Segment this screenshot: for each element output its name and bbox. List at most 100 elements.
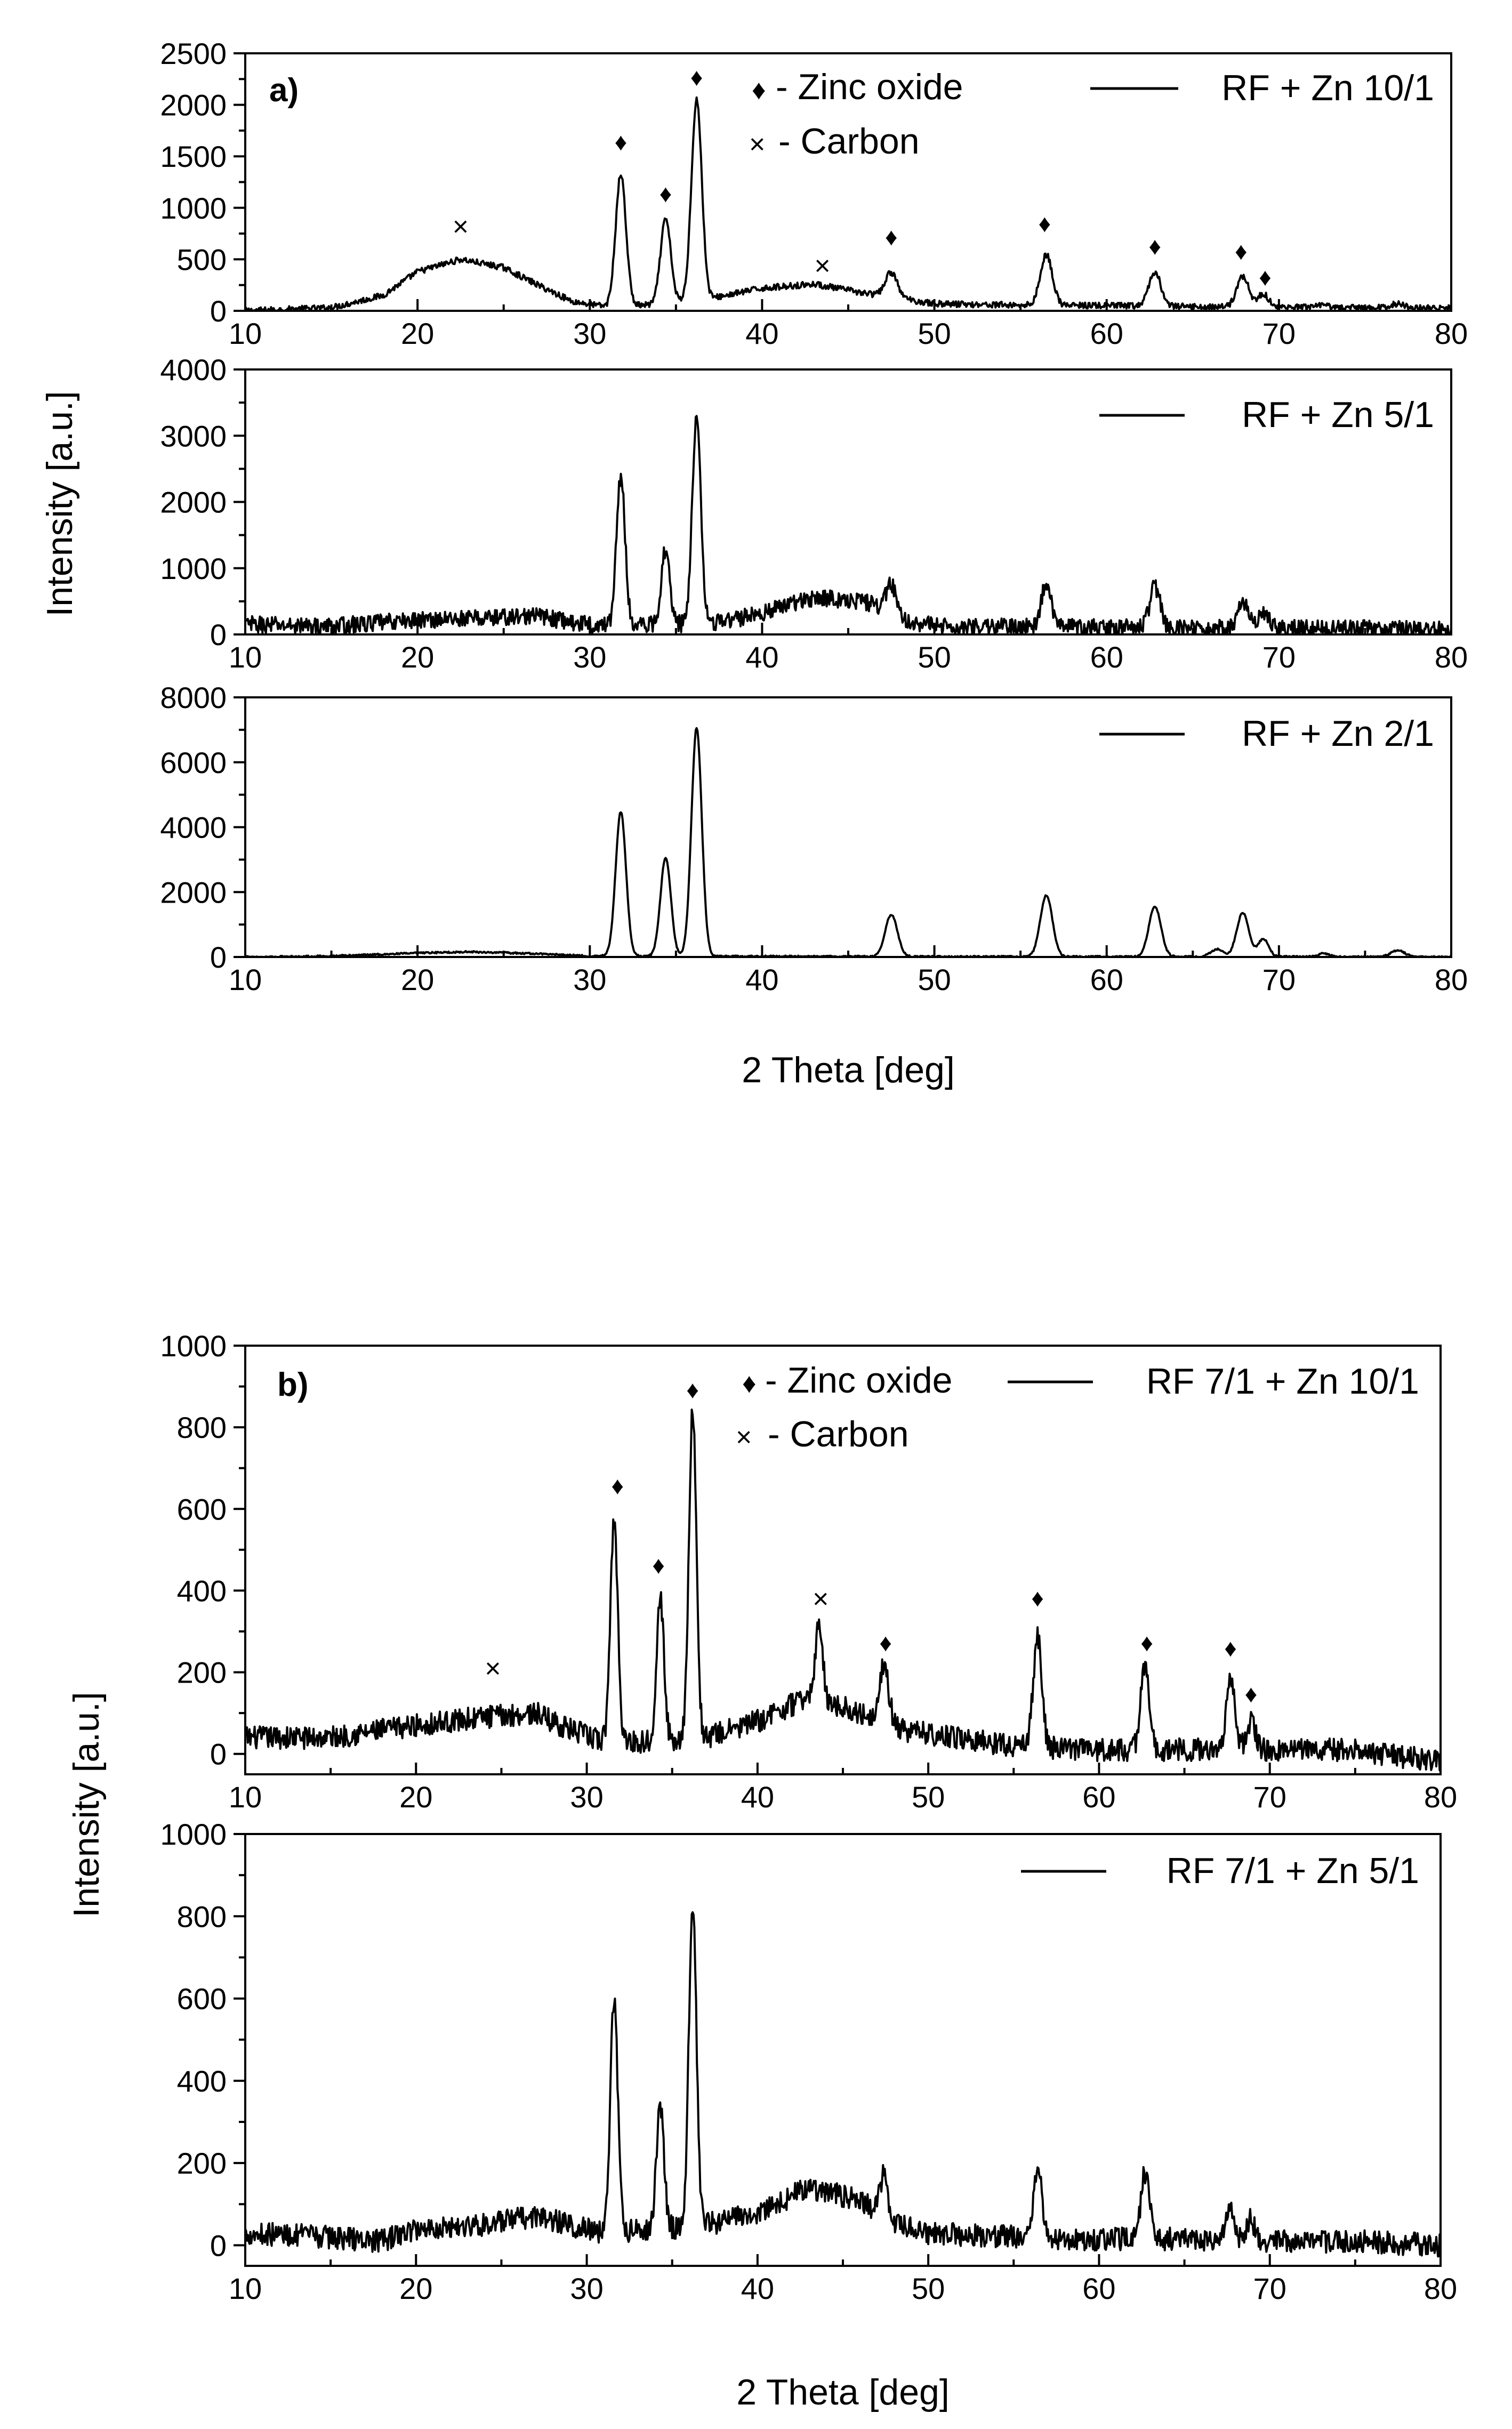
y-tick-label: 0 (210, 294, 227, 328)
x-tick-label: 20 (401, 640, 434, 674)
legend-zinc-oxide-symbol: ♦ (752, 75, 766, 106)
x-tick-label: 10 (229, 963, 262, 996)
x-tick-label: 50 (918, 963, 951, 996)
y-tick-label: 4000 (160, 811, 227, 844)
series-line (244, 415, 1452, 636)
x-tick-label: 80 (1435, 317, 1468, 350)
y-tick-label: 200 (177, 2146, 227, 2180)
y-tick-label: 600 (177, 1982, 227, 2016)
y-tick-label: 2000 (160, 875, 227, 909)
legend-zinc-oxide-text: - Zinc oxide (765, 1360, 952, 1401)
zinc-oxide-marker: ♦ (660, 180, 672, 207)
zinc-oxide-marker: ♦ (615, 128, 627, 156)
x-tick-label: 10 (229, 2272, 262, 2305)
zinc-oxide-marker: ♦ (652, 1551, 664, 1579)
y-tick-label: 600 (177, 1492, 227, 1526)
x-tick-label: 80 (1435, 963, 1468, 996)
figure-b: b) ♦ - Zinc oxide × - Carbon RF 7/1 + Zn… (66, 1329, 1457, 2412)
x-tick-label: 30 (573, 317, 606, 350)
y-tick-label: 4000 (160, 353, 227, 387)
x-tick-label: 20 (401, 963, 434, 996)
legend-series-label: RF + Zn 10/1 (1221, 68, 1434, 108)
y-axis-label-b: Intensity [a.u.] (66, 1692, 107, 1917)
y-axis-label-a: Intensity [a.u.] (39, 391, 80, 616)
zinc-oxide-marker: ♦ (1148, 232, 1161, 260)
carbon-marker: × (453, 212, 469, 243)
plot-frame (244, 1833, 1442, 2267)
x-tick-label: 20 (399, 2272, 432, 2305)
x-tick-label: 30 (573, 640, 606, 674)
x-axis-label-b: 2 Theta [deg] (736, 2372, 950, 2412)
legend-carbon-text: - Carbon (768, 1414, 909, 1454)
x-tick-label: 60 (1082, 2272, 1115, 2305)
x-tick-label: 50 (918, 317, 951, 350)
y-tick-label: 1000 (160, 1817, 227, 1851)
legend-series-label: RF 7/1 + Zn 5/1 (1167, 1851, 1419, 1891)
series-line (244, 1911, 1442, 2258)
x-axis-label-a: 2 Theta [deg] (742, 1050, 955, 1090)
x-tick-label: 60 (1090, 640, 1123, 674)
x-tick-label: 40 (741, 2272, 774, 2305)
y-tick-label: 400 (177, 1574, 227, 1607)
x-tick-label: 80 (1424, 1780, 1457, 1814)
y-tick-label: 1000 (160, 1329, 227, 1363)
legend-series-label: RF + Zn 5/1 (1242, 395, 1434, 435)
panel-label-b: b) (277, 1366, 309, 1403)
y-tick-label: 800 (177, 1411, 227, 1444)
panel-label-a: a) (269, 72, 299, 109)
y-tick-label: 1000 (160, 191, 227, 225)
y-tick-label: 500 (177, 243, 227, 276)
x-tick-label: 40 (745, 963, 778, 996)
y-tick-label: 0 (210, 2229, 227, 2262)
series-line (245, 727, 1452, 958)
zinc-oxide-marker: ♦ (686, 1376, 698, 1403)
zinc-oxide-marker: ♦ (1235, 237, 1247, 265)
legend-zinc-oxide-symbol: ♦ (742, 1368, 757, 1399)
y-tick-label: 6000 (160, 746, 227, 779)
y-tick-label: 200 (177, 1656, 227, 1690)
x-tick-label: 20 (399, 1780, 432, 1814)
legend-carbon-symbol: × (749, 129, 765, 160)
carbon-marker: × (485, 1653, 501, 1684)
x-tick-label: 40 (745, 640, 778, 674)
subplot-rf-7-1-zn-5-1: RF 7/1 + Zn 5/1 10 20 30 40 50 60 70 8002004006… (160, 1817, 1457, 2305)
subplot-rf-zn-5-1: RF + Zn 5/1 10 20 30 40 50 60 70 80 0 1000 2000 300… (160, 353, 1468, 674)
y-tick-label: 1500 (160, 140, 227, 173)
y-tick-label: 8000 (160, 681, 227, 714)
figure-a: a) ♦ - Zinc oxide × - Carbon RF + Zn 10/… (39, 37, 1468, 1090)
x-tick-label: 10 (229, 640, 262, 674)
zinc-oxide-marker: ♦ (690, 63, 703, 91)
legend-zinc-oxide-text: - Zinc oxide (776, 67, 963, 107)
zinc-oxide-marker: ♦ (1224, 1634, 1236, 1662)
x-tick-label: 10 (229, 1780, 262, 1814)
x-tick-label: 50 (912, 1780, 945, 1814)
x-tick-label: 60 (1082, 1780, 1115, 1814)
zinc-oxide-marker: ♦ (885, 223, 897, 251)
subplot-rf-zn-2-1: RF + Zn 2/1 10 20 30 40 50 60 70 80 0 2000 4000 600… (160, 681, 1468, 996)
x-tick-label: 70 (1262, 317, 1296, 350)
carbon-marker: × (813, 1584, 829, 1615)
x-tick-label: 20 (401, 317, 434, 350)
y-tick-label: 3000 (160, 419, 227, 453)
subplot-rf-7-1-zn-10-1: b) ♦ - Zinc oxide × - Carbon RF 7/1 + Zn… (160, 1329, 1457, 1814)
x-tick-label: 40 (745, 317, 778, 350)
x-tick-label: 80 (1424, 2272, 1457, 2305)
legend-carbon-text: - Carbon (778, 121, 920, 162)
subplot-rf-zn-10-1: a) ♦ - Zinc oxide × - Carbon RF + Zn 10/… (160, 37, 1468, 350)
y-tick-label: 1000 (160, 552, 227, 585)
x-tick-label: 60 (1090, 963, 1123, 996)
x-tick-label: 70 (1262, 963, 1296, 996)
zinc-oxide-marker: ♦ (1259, 263, 1271, 291)
x-tick-label: 10 (229, 317, 262, 350)
zinc-oxide-marker: ♦ (1140, 1629, 1153, 1656)
y-tick-label: 2500 (160, 37, 227, 70)
x-tick-label: 70 (1253, 2272, 1286, 2305)
x-tick-label: 30 (570, 2272, 603, 2305)
x-tick-label: 60 (1090, 317, 1123, 350)
y-tick-label: 800 (177, 1900, 227, 1933)
carbon-marker: × (814, 251, 830, 281)
x-tick-label: 70 (1262, 640, 1296, 674)
x-tick-label: 30 (570, 1780, 603, 1814)
x-tick-label: 40 (741, 1780, 774, 1814)
